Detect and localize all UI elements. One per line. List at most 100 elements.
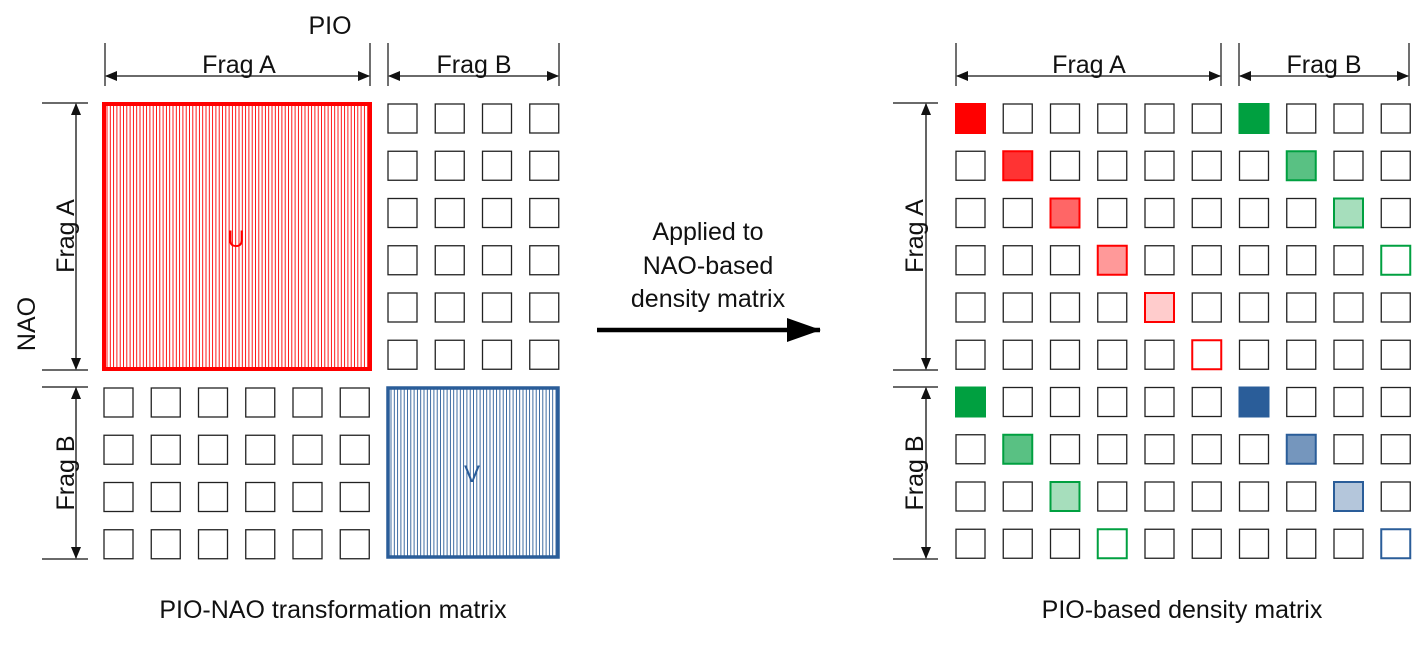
matrix-cell — [197, 529, 229, 560]
matrix-cell — [1049, 528, 1081, 559]
density-cell-blue — [1285, 433, 1317, 465]
matrix-cell — [1333, 386, 1364, 418]
matrix-cell — [1380, 386, 1411, 418]
matrix-cell — [529, 292, 560, 323]
matrix-cell — [245, 434, 276, 465]
matrix-cell — [1380, 292, 1411, 323]
matrix-cell — [434, 103, 465, 134]
matrix-cell — [1144, 103, 1175, 134]
matrix-cell — [1049, 103, 1081, 134]
matrix-cell — [529, 245, 560, 276]
matrix-cell — [339, 434, 370, 465]
matrix-cell — [1049, 245, 1081, 276]
matrix-cell — [339, 481, 370, 513]
density-cell-blue — [1238, 386, 1270, 418]
left-offdiag-cells-bottom-left — [103, 387, 370, 560]
matrix-cell — [1333, 339, 1364, 370]
right-caption: PIO-based density matrix — [1042, 596, 1323, 624]
density-cell-red — [1049, 197, 1081, 229]
matrix-cell — [1002, 197, 1033, 229]
matrix-cell — [955, 528, 986, 559]
matrix-cell — [1002, 386, 1033, 418]
matrix-cell — [1144, 434, 1175, 465]
right-panel: Frag A Frag B Frag A Frag B PIO-based de… — [893, 43, 1412, 624]
right-row-dimension-frag-a: Frag A — [893, 102, 938, 371]
matrix-cell — [434, 197, 465, 229]
matrix-cell — [339, 387, 370, 418]
matrix-cell — [150, 387, 181, 418]
matrix-cell — [1333, 292, 1364, 323]
matrix-cell — [197, 434, 229, 465]
matrix-cell — [1238, 339, 1270, 370]
matrix-cell — [1049, 386, 1081, 418]
matrix-cell — [1144, 481, 1175, 512]
matrix-cell — [1238, 245, 1270, 276]
matrix-cell — [1097, 481, 1128, 512]
matrix-cell — [387, 197, 418, 229]
matrix-cell — [103, 387, 134, 418]
matrix-cell — [292, 387, 323, 418]
matrix-cell — [529, 150, 560, 181]
density-cell-green — [1380, 244, 1412, 276]
matrix-cell — [434, 245, 465, 276]
matrix-cell — [103, 481, 134, 513]
matrix-cell — [387, 245, 418, 276]
matrix-cell — [1333, 150, 1364, 181]
matrix-cell — [1333, 434, 1364, 465]
matrix-cell — [955, 339, 986, 370]
matrix-cell — [1380, 339, 1411, 370]
block-u-label: U — [227, 226, 244, 253]
matrix-cell — [103, 434, 134, 465]
density-cell-red — [955, 103, 986, 134]
matrix-cell — [481, 197, 513, 229]
matrix-cell — [292, 434, 323, 465]
matrix-cell — [1191, 292, 1222, 323]
right-col-label-frag-b: Frag B — [1286, 51, 1361, 79]
matrix-cell — [955, 292, 986, 323]
matrix-cell — [197, 387, 229, 418]
matrix-cell — [434, 150, 465, 181]
matrix-cell — [1380, 197, 1411, 229]
matrix-cell — [1049, 292, 1081, 323]
left-offdiag-cells-top-right — [387, 103, 560, 370]
matrix-cell — [1049, 434, 1081, 465]
matrix-cell — [1144, 245, 1175, 276]
matrix-cell — [1049, 339, 1081, 370]
matrix-cell — [387, 292, 418, 323]
density-cell-green — [1285, 150, 1317, 182]
matrix-cell — [1238, 197, 1270, 229]
matrix-cell — [1238, 150, 1270, 181]
matrix-cell — [955, 481, 986, 512]
matrix-cell — [150, 529, 181, 560]
matrix-cell — [1238, 528, 1270, 559]
block-v-hatching — [390, 388, 557, 557]
right-col-dimension-frag-a: Frag A — [955, 43, 1222, 86]
matrix-cell — [1144, 197, 1175, 229]
matrix-cell — [1238, 481, 1270, 512]
matrix-cell — [1191, 434, 1222, 465]
density-cell-green — [1049, 481, 1081, 512]
matrix-cell — [1286, 481, 1317, 512]
matrix-cell — [955, 434, 986, 465]
matrix-cell — [1333, 528, 1364, 559]
density-cell-red — [1096, 244, 1128, 276]
matrix-cell — [481, 339, 513, 370]
density-cell-green — [1096, 528, 1128, 560]
matrix-cell — [1097, 434, 1128, 465]
apply-arrow: Applied to NAO-based density matrix — [597, 218, 821, 342]
matrix-cell — [1238, 292, 1270, 323]
density-matrix-grid — [955, 103, 1412, 560]
matrix-cell — [292, 529, 323, 560]
matrix-cell — [245, 529, 276, 560]
matrix-cell — [955, 150, 986, 181]
matrix-cell — [292, 481, 323, 513]
block-v-label: V — [464, 461, 480, 488]
density-cell-green — [1002, 433, 1034, 465]
matrix-cell — [1286, 245, 1317, 276]
matrix-cell — [1286, 339, 1317, 370]
matrix-cell — [529, 103, 560, 134]
density-cell-green — [1333, 197, 1364, 229]
right-row-dimension-frag-b: Frag B — [893, 386, 938, 560]
density-cell-blue — [1380, 528, 1412, 560]
matrix-cell — [245, 387, 276, 418]
